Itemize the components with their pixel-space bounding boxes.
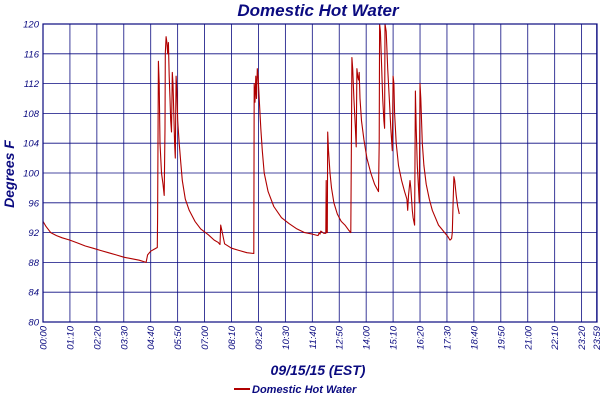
y-tick-label: 92 <box>28 228 39 239</box>
y-ticks: 80 84 88 92 96 100 104 108 112 116 120 <box>23 20 40 329</box>
x-tick-label: 00:00 <box>39 325 50 349</box>
x-tick-label: 15:10 <box>389 325 400 349</box>
y-tick-label: 112 <box>24 79 40 90</box>
x-tick-label: 01:10 <box>65 325 76 349</box>
x-tick-label: 07:00 <box>200 325 211 349</box>
x-tick-label: 23:20 <box>577 325 588 350</box>
y-tick-label: 104 <box>23 139 39 150</box>
x-tick-label: 18:40 <box>469 325 480 349</box>
y-tick-label: 100 <box>23 169 40 180</box>
legend: Domestic Hot Water <box>234 384 357 396</box>
x-tick-label: 10:30 <box>281 325 292 349</box>
x-ticks: 00:00 01:10 02:20 03:30 04:40 05:50 07:00 08:10… <box>39 325 600 350</box>
y-axis-label: Degrees F <box>1 140 17 208</box>
x-tick-label: 02:20 <box>92 325 103 349</box>
legend-label: Domestic Hot Water <box>252 384 357 396</box>
x-tick-label: 22:10 <box>550 325 561 350</box>
y-tick-label: 80 <box>28 318 39 329</box>
y-tick-label: 116 <box>24 49 40 60</box>
x-tick-label: 23:59 <box>592 325 600 350</box>
x-tick-label: 19:50 <box>496 325 507 349</box>
x-tick-label: 16:20 <box>416 325 427 349</box>
y-tick-label: 88 <box>28 258 39 269</box>
x-tick-label: 11:40 <box>308 325 319 349</box>
chart-title: Domestic Hot Water <box>237 1 400 20</box>
y-tick-label: 120 <box>23 20 40 31</box>
x-tick-label: 05:50 <box>173 325 184 349</box>
x-tick-label: 09:20 <box>254 325 265 349</box>
y-tick-label: 108 <box>23 109 40 120</box>
x-tick-label: 14:00 <box>362 325 373 349</box>
x-tick-label: 12:50 <box>335 325 346 349</box>
x-tick-label: 17:30 <box>442 325 453 349</box>
y-tick-label: 96 <box>28 198 39 209</box>
series-layer <box>42 23 460 263</box>
x-tick-label: 21:00 <box>523 325 534 350</box>
grid <box>42 23 598 323</box>
x-tick-label: 08:10 <box>227 325 238 349</box>
y-tick-label: 84 <box>28 288 39 299</box>
x-tick-label: 04:40 <box>146 325 157 349</box>
plot-frame <box>42 23 598 323</box>
x-tick-label: 03:30 <box>119 325 130 349</box>
x-axis-label: 09/15/15 (EST) <box>271 362 366 378</box>
series-line <box>42 23 460 263</box>
